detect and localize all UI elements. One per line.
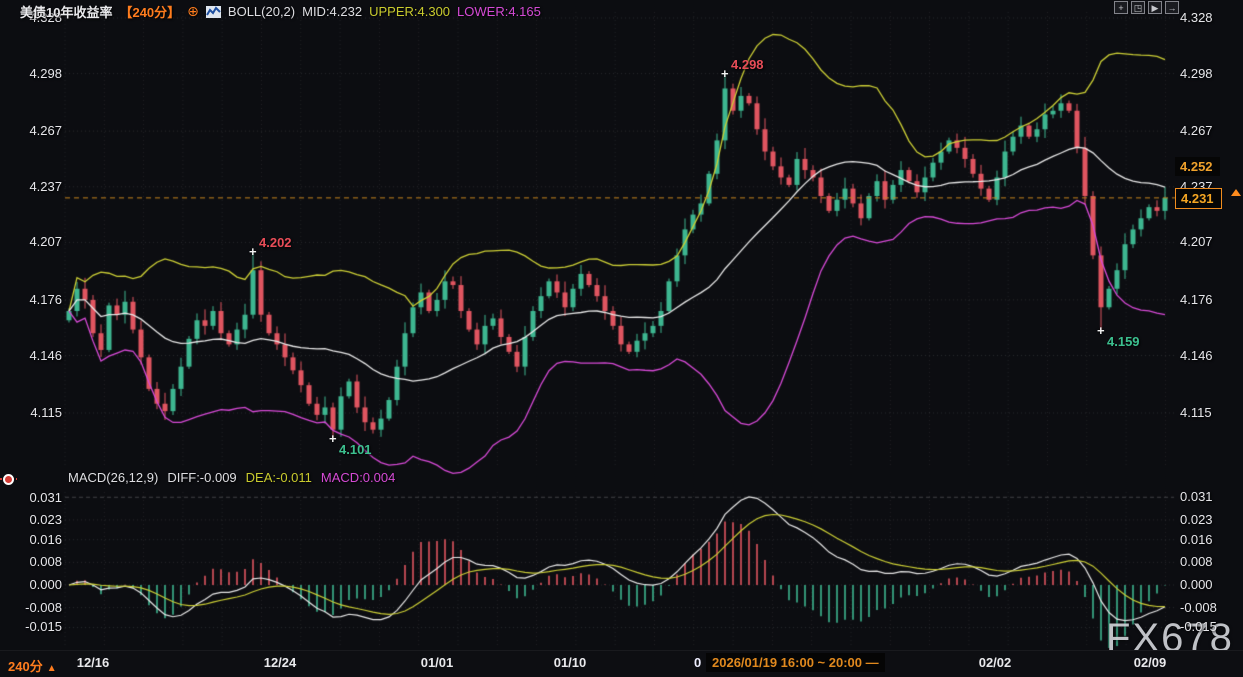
date-axis-label: 01/10 — [540, 655, 600, 670]
timeframe-label[interactable]: 【240分】 — [119, 2, 180, 21]
instrument-title: 美债10年收益率 — [20, 2, 112, 21]
price-axis-label-right: 4.328 — [1180, 10, 1213, 25]
price-axis-label-right: 4.146 — [1180, 348, 1213, 363]
macd-axis-label-right: 0.031 — [1180, 489, 1213, 504]
date-axis-label: 02/09 — [1120, 655, 1180, 670]
price-axis-label-left: 4.298 — [18, 66, 62, 81]
date-axis-label: 12/24 — [250, 655, 310, 670]
extreme-price-annotation: 4.159 — [1107, 334, 1140, 349]
macd-axis-label-right: -0.015 — [1180, 619, 1217, 634]
price-axis-label-left: 4.115 — [18, 405, 62, 420]
interval-up-arrow-icon: ▲ — [47, 663, 57, 674]
macd-axis-label-left: -0.015 — [18, 619, 62, 634]
chart-header: 美债10年收益率 【240分】 ⊕ BOLL(20,2) MID:4.232 U… — [20, 2, 541, 21]
boll-lower-value: LOWER:4.165 — [457, 4, 541, 19]
reference-price-badge: 4.252 — [1175, 157, 1220, 176]
macd-axis-label-left: 0.016 — [18, 532, 62, 547]
price-axis-label-right: 4.176 — [1180, 292, 1213, 307]
extreme-price-annotation: 4.101 — [339, 442, 372, 457]
extreme-cross-marker-icon: + — [249, 244, 257, 259]
price-axis-label-left: 4.237 — [18, 179, 62, 194]
macd-diff-value: DIFF:-0.009 — [167, 470, 236, 485]
macd-dea-value: DEA:-0.011 — [246, 470, 312, 485]
mini-chart-icon — [206, 6, 221, 18]
macd-formula-label: MACD(26,12,9) — [68, 470, 158, 485]
macd-axis-label-right: 0.000 — [1180, 577, 1213, 592]
macd-axis-label-left: 0.008 — [18, 554, 62, 569]
boll-indicator-label: BOLL(20,2) — [228, 4, 295, 19]
macd-axis-label-left: -0.008 — [18, 600, 62, 615]
play-tool-icon[interactable]: ▶ — [1148, 1, 1162, 14]
price-axis-label-left: 4.207 — [18, 234, 62, 249]
candlestick-chart-canvas[interactable] — [0, 0, 1243, 677]
interval-selector[interactable]: 240分▲ — [8, 656, 57, 675]
crosshair-index-label: 0 — [694, 655, 701, 670]
macd-header: MACD(26,12,9) DIFF:-0.009 DEA:-0.011 MAC… — [68, 470, 395, 485]
crosshair-time-readout: 2026/01/19 16:00 ~ 20:00 — — [706, 653, 885, 672]
macd-axis-label-right: 0.023 — [1180, 512, 1213, 527]
extreme-price-annotation: 4.298 — [731, 57, 764, 72]
macd-axis-label-right: -0.008 — [1180, 600, 1217, 615]
macd-hist-value: MACD:0.004 — [321, 470, 395, 485]
date-axis-label: 12/16 — [63, 655, 123, 670]
extreme-cross-marker-icon: + — [1097, 323, 1105, 338]
macd-axis-label-left: 0.023 — [18, 512, 62, 527]
extreme-cross-marker-icon: + — [721, 66, 729, 81]
price-axis-label-right: 4.298 — [1180, 66, 1213, 81]
macd-axis-label-right: 0.008 — [1180, 554, 1213, 569]
date-axis-label: 01/01 — [407, 655, 467, 670]
boll-mid-value: MID:4.232 — [302, 4, 362, 19]
price-axis-label-left: 4.176 — [18, 292, 62, 307]
extreme-cross-marker-icon: + — [329, 431, 337, 446]
date-axis-label: 02/02 — [965, 655, 1025, 670]
macd-axis-label-left: 0.031 — [18, 490, 62, 505]
trading-chart-app: FX678 美债10年收益率 【240分】 ⊕ BOLL(20,2) MID:4… — [0, 0, 1243, 677]
macd-axis-label-right: 0.016 — [1180, 532, 1213, 547]
chart-toolbar: + ◳ ▶ → — [1114, 1, 1179, 14]
extreme-price-annotation: 4.202 — [259, 235, 292, 250]
price-axis-label-right: 4.207 — [1180, 234, 1213, 249]
add-indicator-icon[interactable]: ⊕ — [187, 5, 199, 18]
macd-pane-control-icon[interactable] — [2, 473, 15, 486]
crosshair-tool-icon[interactable]: + — [1114, 1, 1128, 14]
forward-tool-icon[interactable]: → — [1165, 1, 1179, 14]
macd-axis-label-left: 0.000 — [18, 577, 62, 592]
price-axis-label-right: 4.115 — [1180, 405, 1212, 420]
window-tool-icon[interactable]: ◳ — [1131, 1, 1145, 14]
price-axis-label-right: 4.267 — [1180, 123, 1213, 138]
current-price-badge: 4.231 — [1175, 188, 1222, 209]
price-axis-label-left: 4.146 — [18, 348, 62, 363]
price-axis-label-left: 4.267 — [18, 123, 62, 138]
price-direction-triangle-icon — [1231, 189, 1241, 196]
time-axis-bar — [0, 650, 1243, 677]
boll-upper-value: UPPER:4.300 — [369, 4, 450, 19]
